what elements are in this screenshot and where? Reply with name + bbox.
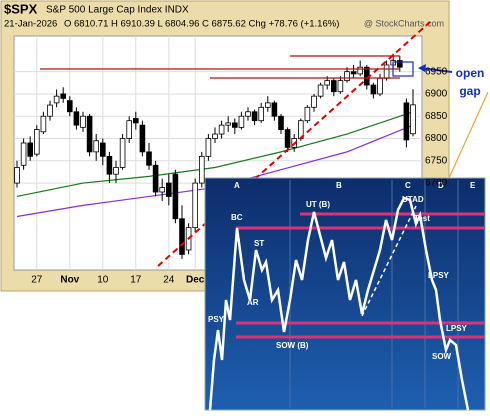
wyckoff-overlay: A B C D E BC ST AR PSY SOW (B) UT (B) UT… [204,177,486,411]
event-label: SOW (B) [276,341,309,350]
chart-quote: O 6810.71 H 6910.39 L 6804.96 C 6875.62 … [64,19,339,30]
candle-body [330,80,337,93]
candle-body [34,129,40,155]
candle-body [258,106,264,122]
y-tick-label: 6700 [425,178,448,189]
candle-body [337,80,344,93]
candle-body [317,84,324,97]
candle-body [396,60,403,68]
event-label: UTAD [402,195,424,204]
annotation: open [456,66,485,80]
candle-body [40,115,47,133]
candle-body [198,155,205,184]
candle-body [139,124,146,153]
candle-body [192,182,199,229]
candle-body [271,102,278,117]
y-tick-label: 6850 [425,111,448,122]
candle-body [67,100,73,113]
phase-label: A [234,181,240,190]
candle-body [119,138,126,168]
candle-body [165,182,172,197]
phase-label: B [336,181,342,190]
y-tick-label: 6900 [425,89,448,100]
x-tick-label: 17 [130,275,142,286]
annotation: gap [459,84,480,98]
chart-title: $SPX [4,1,38,16]
candle-body [350,71,357,75]
event-label: AR [247,298,259,307]
x-tick-label: 27 [31,275,43,286]
x-tick-label: 10 [97,275,109,286]
y-tick-label: 6800 [425,133,448,144]
candle-body [60,93,66,99]
candle-body [146,151,152,166]
chart-subtitle: S&P 500 Large Cap Index INDX [46,5,189,16]
phase-label: C [405,181,411,190]
candle-body [212,133,218,139]
candle-body [172,173,179,220]
candle-body [357,66,363,75]
candle-body [179,218,185,255]
candle-body [377,77,383,95]
candle-body [344,71,350,81]
event-label: UT (B) [306,200,330,209]
event-label: SOW [432,352,452,361]
event-label: BC [231,213,243,222]
candle-body [311,95,317,108]
candle-body [73,111,80,126]
candle-body [231,122,238,128]
event-label: LPSY [428,271,450,280]
moving-average [16,111,414,198]
candle-body [251,111,258,122]
chart-date: 21-Jan-2026 [4,19,57,30]
candle-body [403,102,410,141]
candle-body [284,129,291,148]
candle-body [264,102,271,108]
candle-body [27,142,33,157]
phase-label: E [470,181,476,190]
candle-body [278,115,284,130]
candle-body [383,64,390,79]
candle-body [106,155,113,175]
candle-body [205,138,212,157]
candle-body [238,115,245,128]
x-tick-label: Nov [60,275,79,286]
candle-body [304,106,311,122]
x-tick-label: Dec [186,275,205,286]
candle-body [126,120,133,139]
candle-body [370,84,377,95]
candle-body [113,167,119,175]
candle-body [100,142,106,157]
candle-body [245,111,251,117]
candle-body [324,80,330,86]
candle-body [20,142,27,166]
y-tick-label: 6750 [425,155,448,166]
event-label: Test [414,214,430,223]
candle-body [410,104,416,135]
candle-body [86,115,93,153]
candle-body [159,187,166,193]
candle-body [132,118,139,124]
x-tick-label: 24 [163,275,175,286]
candle-body [225,122,232,126]
source: @ StockCharts.com [364,18,444,28]
candle-body [93,140,100,153]
event-label: LPSY [446,324,468,333]
trend-annotations [40,21,489,267]
candle-body [47,104,53,117]
candle-body [53,95,60,104]
candle-body [218,124,225,135]
candle-body [80,115,86,128]
event-label: ST [254,239,264,248]
y-tick-label: 6950 [425,66,448,77]
candle-body [152,164,159,193]
candle-body [14,167,20,184]
phase-label: D [438,181,444,190]
event-label: PSY [208,315,225,324]
